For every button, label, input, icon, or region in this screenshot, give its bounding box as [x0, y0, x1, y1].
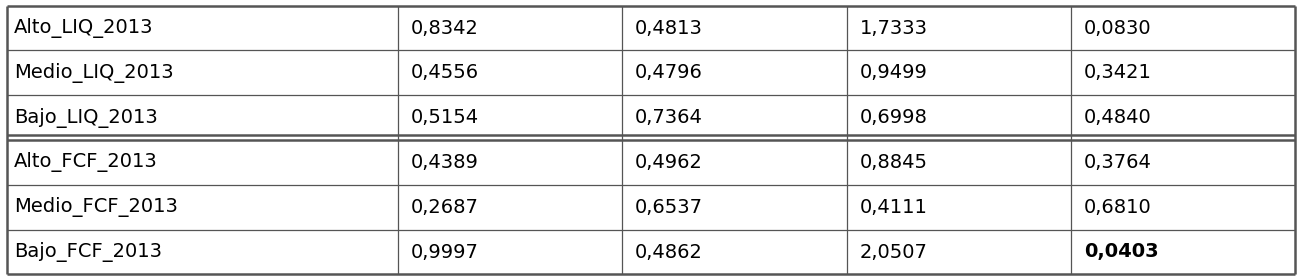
Text: 0,6810: 0,6810: [1085, 198, 1152, 217]
Text: Alto_LIQ_2013: Alto_LIQ_2013: [14, 18, 154, 38]
Text: Medio_LIQ_2013: Medio_LIQ_2013: [14, 63, 174, 83]
Text: 0,4862: 0,4862: [635, 242, 703, 262]
Text: 0,7364: 0,7364: [635, 108, 703, 127]
Text: 0,0403: 0,0403: [1085, 242, 1159, 262]
Text: Bajo_LIQ_2013: Bajo_LIQ_2013: [14, 108, 158, 128]
Text: 0,6537: 0,6537: [635, 198, 703, 217]
Text: 1,7333: 1,7333: [859, 18, 927, 38]
Text: 0,8342: 0,8342: [410, 18, 478, 38]
Text: 0,9997: 0,9997: [410, 242, 478, 262]
Text: 0,4796: 0,4796: [635, 63, 703, 82]
Text: 0,5154: 0,5154: [410, 108, 479, 127]
Text: Medio_FCF_2013: Medio_FCF_2013: [14, 197, 178, 217]
Text: 0,3764: 0,3764: [1085, 153, 1152, 172]
Text: 0,8845: 0,8845: [859, 153, 927, 172]
Text: 2,0507: 2,0507: [859, 242, 927, 262]
Text: 0,4962: 0,4962: [635, 153, 703, 172]
Text: 0,4389: 0,4389: [410, 153, 478, 172]
Text: 0,4813: 0,4813: [635, 18, 703, 38]
Text: Bajo_FCF_2013: Bajo_FCF_2013: [14, 242, 163, 262]
Text: 0,0830: 0,0830: [1085, 18, 1152, 38]
Text: 0,6998: 0,6998: [859, 108, 927, 127]
Text: 0,2687: 0,2687: [410, 198, 478, 217]
Text: 0,4840: 0,4840: [1085, 108, 1152, 127]
Text: 0,4556: 0,4556: [410, 63, 479, 82]
Text: 0,4111: 0,4111: [859, 198, 927, 217]
Text: Alto_FCF_2013: Alto_FCF_2013: [14, 152, 158, 172]
Text: 0,9499: 0,9499: [859, 63, 927, 82]
Text: 0,3421: 0,3421: [1085, 63, 1152, 82]
